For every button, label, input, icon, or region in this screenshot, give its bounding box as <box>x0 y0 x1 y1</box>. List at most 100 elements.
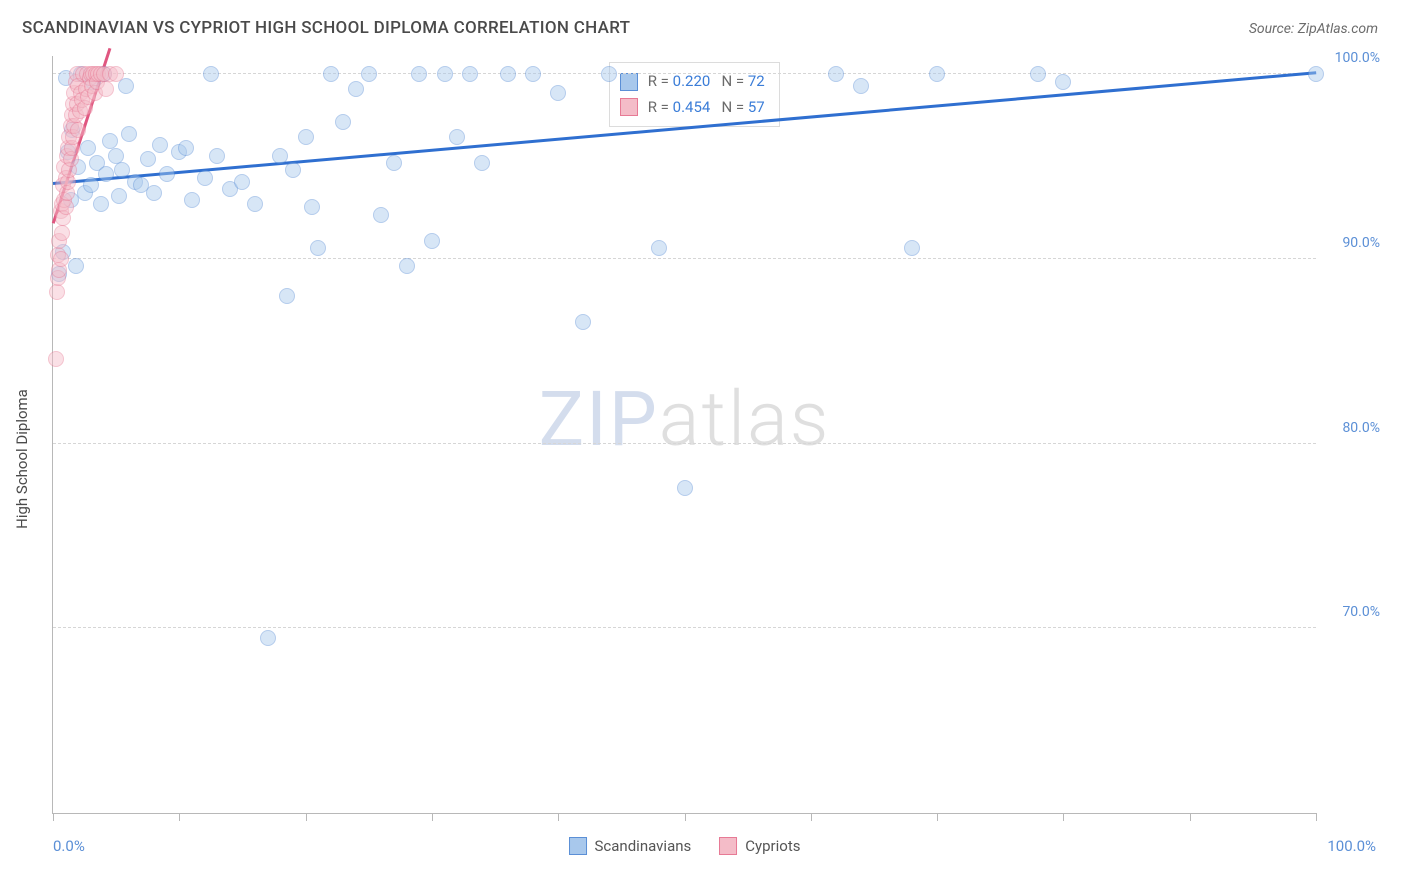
data-point <box>70 122 86 138</box>
data-point <box>828 66 844 82</box>
data-point <box>373 207 389 223</box>
data-point <box>853 78 869 94</box>
data-point <box>48 351 64 367</box>
correlation-legend: R = 0.220 N = 72R = 0.454 N = 57 <box>609 62 780 127</box>
data-point <box>462 66 478 82</box>
legend-swatch <box>620 98 638 116</box>
data-point <box>49 284 65 300</box>
watermark: ZIPatlas <box>539 374 831 464</box>
legend-swatch <box>719 837 737 855</box>
series-legend: Scandinavians Cypriots <box>569 837 801 855</box>
legend-label: Scandinavians <box>595 837 692 855</box>
legend-item: Cypriots <box>719 837 800 855</box>
y-tick-label: 70.0% <box>1342 604 1380 620</box>
data-point <box>1030 66 1046 82</box>
data-point <box>1308 66 1324 82</box>
x-tick <box>558 813 559 821</box>
data-point <box>601 66 617 82</box>
data-point <box>279 288 295 304</box>
data-point <box>651 240 667 256</box>
data-point <box>83 177 99 193</box>
x-tick <box>432 813 433 821</box>
data-point <box>411 66 427 82</box>
data-point <box>272 148 288 164</box>
gridline <box>53 73 1316 74</box>
data-point <box>98 166 114 182</box>
data-point <box>386 155 402 171</box>
data-point <box>140 151 156 167</box>
gridline <box>53 627 1316 628</box>
data-point <box>121 126 137 142</box>
data-point <box>102 133 118 149</box>
legend-label: Cypriots <box>745 837 800 855</box>
x-tick <box>1316 813 1317 821</box>
data-point <box>525 66 541 82</box>
data-point <box>298 129 314 145</box>
data-point <box>575 314 591 330</box>
chart-title: SCANDINAVIAN VS CYPRIOT HIGH SCHOOL DIPL… <box>22 18 630 38</box>
data-point <box>437 66 453 82</box>
data-point <box>361 66 377 82</box>
data-point <box>1055 74 1071 90</box>
data-point <box>234 174 250 190</box>
plot-area: ZIPatlas R = 0.220 N = 72R = 0.454 N = 5… <box>52 56 1316 814</box>
y-axis-label: High School Diploma <box>13 389 31 529</box>
data-point <box>209 148 225 164</box>
x-tick <box>937 813 938 821</box>
data-point <box>474 155 490 171</box>
legend-item: Scandinavians <box>569 837 692 855</box>
data-point <box>53 251 69 267</box>
data-point <box>159 166 175 182</box>
data-point <box>197 170 213 186</box>
data-point <box>550 85 566 101</box>
source-attribution: Source: ZipAtlas.com <box>1249 21 1378 37</box>
data-point <box>348 81 364 97</box>
data-point <box>310 240 326 256</box>
x-tick <box>811 813 812 821</box>
data-point <box>424 233 440 249</box>
legend-swatch <box>620 73 638 91</box>
data-point <box>260 630 276 646</box>
data-point <box>146 185 162 201</box>
correlation-row: R = 0.454 N = 57 <box>620 95 765 121</box>
x-tick <box>179 813 180 821</box>
x-tick <box>1190 813 1191 821</box>
x-tick <box>53 813 54 821</box>
x-axis-max-label: 100.0% <box>1327 837 1376 855</box>
legend-swatch <box>569 837 587 855</box>
y-tick-label: 90.0% <box>1342 235 1380 251</box>
data-point <box>203 66 219 82</box>
data-point <box>399 258 415 274</box>
data-point <box>80 140 96 156</box>
y-tick-label: 80.0% <box>1342 420 1380 436</box>
data-point <box>178 140 194 156</box>
data-point <box>68 258 84 274</box>
data-point <box>904 240 920 256</box>
x-tick <box>685 813 686 821</box>
data-point <box>929 66 945 82</box>
gridline <box>53 443 1316 444</box>
data-point <box>323 66 339 82</box>
data-point <box>108 148 124 164</box>
data-point <box>98 81 114 97</box>
x-tick <box>1063 813 1064 821</box>
data-point <box>304 199 320 215</box>
data-point <box>677 480 693 496</box>
chart-container: High School Diploma ZIPatlas R = 0.220 N… <box>28 56 1386 862</box>
data-point <box>500 66 516 82</box>
data-point <box>335 114 351 130</box>
data-point <box>152 137 168 153</box>
data-point <box>285 162 301 178</box>
y-tick-label: 100.0% <box>1335 50 1380 66</box>
x-axis-min-label: 0.0% <box>53 837 85 855</box>
data-point <box>111 188 127 204</box>
data-point <box>247 196 263 212</box>
data-point <box>54 225 70 241</box>
gridline <box>53 258 1316 259</box>
data-point <box>449 129 465 145</box>
data-point <box>58 199 74 215</box>
data-point <box>184 192 200 208</box>
data-point <box>108 66 124 82</box>
x-tick <box>306 813 307 821</box>
data-point <box>93 196 109 212</box>
